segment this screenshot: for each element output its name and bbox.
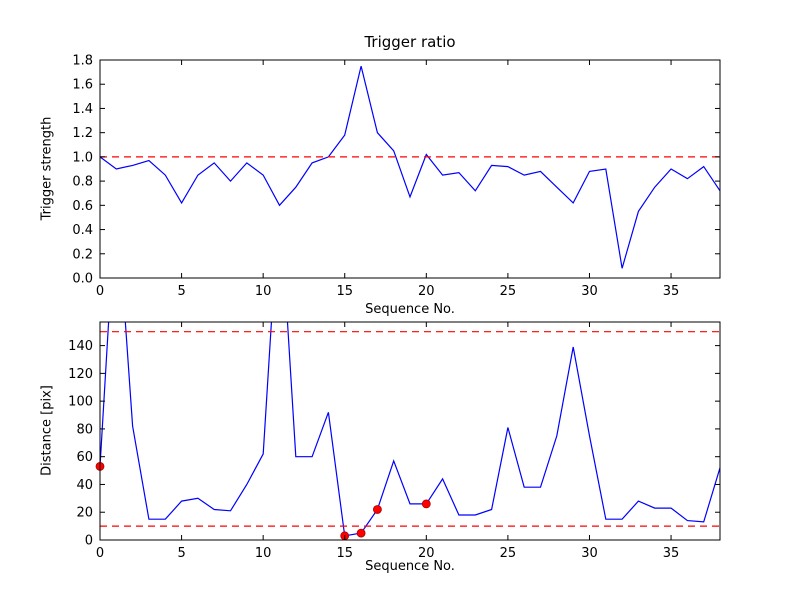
- y-tick-label: 0.6: [72, 199, 93, 214]
- x-tick-label: 0: [96, 284, 104, 299]
- y-tick-label: 1.8: [72, 54, 93, 69]
- x-tick-label: 35: [663, 284, 680, 299]
- trigger-strength-line: [100, 65, 720, 269]
- y-tick-label: 0.8: [72, 175, 93, 190]
- x-tick-label: 30: [581, 546, 598, 561]
- top-chart-xlabel: Sequence No.: [365, 302, 455, 317]
- x-tick-label: 0: [96, 546, 104, 561]
- x-tick-label: 10: [255, 546, 272, 561]
- x-tick-label: 15: [336, 284, 353, 299]
- x-tick-label: 10: [255, 284, 272, 299]
- x-tick-label: 35: [663, 546, 680, 561]
- x-tick-label: 25: [500, 546, 517, 561]
- y-tick-label: 40: [76, 478, 93, 493]
- distance-line: [100, 322, 720, 537]
- trigger-point-marker: [356, 528, 366, 538]
- y-tick-label: 1.6: [72, 78, 93, 93]
- x-tick-label: 30: [581, 284, 598, 299]
- x-tick-label: 20: [418, 546, 435, 561]
- y-tick-label: 60: [76, 450, 93, 465]
- y-tick-label: 80: [76, 422, 93, 437]
- x-tick-label: 20: [418, 284, 435, 299]
- top-chart-title: Trigger ratio: [364, 33, 456, 51]
- x-tick-label: 5: [177, 284, 185, 299]
- x-tick-label: 25: [500, 284, 517, 299]
- x-tick-label: 5: [177, 546, 185, 561]
- y-tick-label: 1.2: [72, 126, 93, 141]
- y-tick-label: 0.0: [72, 272, 93, 287]
- y-tick-label: 0: [85, 534, 93, 549]
- plot-frame: [99, 59, 721, 279]
- plot-frame: [99, 321, 721, 541]
- trigger-point-marker: [421, 499, 431, 509]
- y-tick-label: 20: [76, 506, 93, 521]
- y-tick-label: 140: [68, 339, 93, 354]
- bottom-chart-xlabel: Sequence No.: [365, 559, 455, 574]
- trigger-point-marker: [372, 505, 382, 514]
- y-tick-label: 100: [68, 395, 93, 410]
- y-tick-label: 120: [68, 367, 93, 382]
- y-tick-label: 0.4: [72, 223, 93, 238]
- x-tick-label: 15: [336, 546, 353, 561]
- y-tick-label: 1.0: [72, 150, 93, 165]
- y-tick-label: 0.2: [72, 247, 93, 262]
- y-tick-label: 1.4: [72, 102, 93, 117]
